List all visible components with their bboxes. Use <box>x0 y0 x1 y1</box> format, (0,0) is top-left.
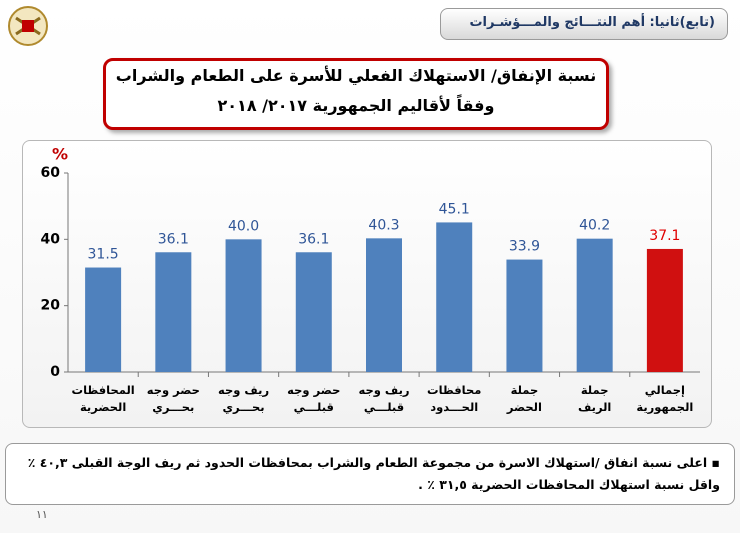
bar <box>155 252 192 372</box>
note-line: ▪ اعلى نسبة انفاق /استهلاك الاسرة من مجم… <box>6 452 720 474</box>
note-text: اعلى نسبة انفاق /استهلاك الاسرة من مجموع… <box>27 455 708 470</box>
x-tick-label: جملة الريف <box>577 383 612 414</box>
x-tick-label: محافظات الحـــدود <box>427 383 482 414</box>
x-tick-label: ريف وجه بحـــري <box>218 383 270 414</box>
note-box: ▪ اعلى نسبة انفاق /استهلاك الاسرة من مجم… <box>5 443 735 505</box>
x-tick-label: حضر وجه قبلـــي <box>287 383 341 414</box>
value-label: 36.1 <box>298 231 329 247</box>
x-tick-label: إجمالي الجمهورية <box>636 383 694 414</box>
bar <box>366 238 402 372</box>
header-title: (تابع)ثانيا: أهم النتـــائج والمـــؤشـرا… <box>440 8 728 40</box>
chart-title: نسبة الإنفاق/ الاستهلاك الفعلي للأسرة عل… <box>115 66 597 85</box>
x-tick-label: جملة الحضر <box>506 383 542 414</box>
y-tick-label: 60 <box>41 165 61 181</box>
value-label: 37.1 <box>649 228 680 244</box>
value-label: 45.1 <box>439 201 470 217</box>
logo <box>8 6 48 46</box>
bar <box>506 259 543 372</box>
y-axis-label: % <box>52 145 68 164</box>
y-tick-label: 0 <box>50 364 60 380</box>
bar <box>576 238 613 372</box>
chart-subtitle: وفقاً لأقاليم الجمهورية ٢٠١٧/ ٢٠١٨ <box>217 96 495 115</box>
value-label: 40.3 <box>368 217 399 233</box>
value-label: 36.1 <box>158 231 189 247</box>
y-tick-label: 20 <box>41 298 61 314</box>
value-label: 40.0 <box>228 218 259 234</box>
page-number: ١١ <box>36 508 48 521</box>
bullet: ▪ <box>707 455 720 470</box>
bar <box>85 267 122 372</box>
x-tick-label: ريف وجه قبلـــي <box>358 383 410 414</box>
chart: % 0 20 40 60 31.5 36.1 40.0 36.1 40.3 45.1 33.9 40.… <box>41 145 700 380</box>
x-tick-label: المحافظات الحضرية <box>71 383 135 414</box>
y-tick-label: 40 <box>41 231 61 247</box>
bar <box>295 252 332 372</box>
bar <box>436 222 473 372</box>
title-box: نسبة الإنفاق/ الاستهلاك الفعلي للأسرة عل… <box>103 58 609 130</box>
bar <box>225 239 262 372</box>
value-label: 31.5 <box>88 247 119 263</box>
note-line: واقل نسبة استهلاك المحافظات الحضرية ٣١,٥… <box>418 477 720 492</box>
bar <box>646 248 683 372</box>
value-label: 33.9 <box>509 239 540 255</box>
x-tick-label: حضر وجه بحـــري <box>146 383 200 414</box>
value-label: 40.2 <box>579 218 610 234</box>
